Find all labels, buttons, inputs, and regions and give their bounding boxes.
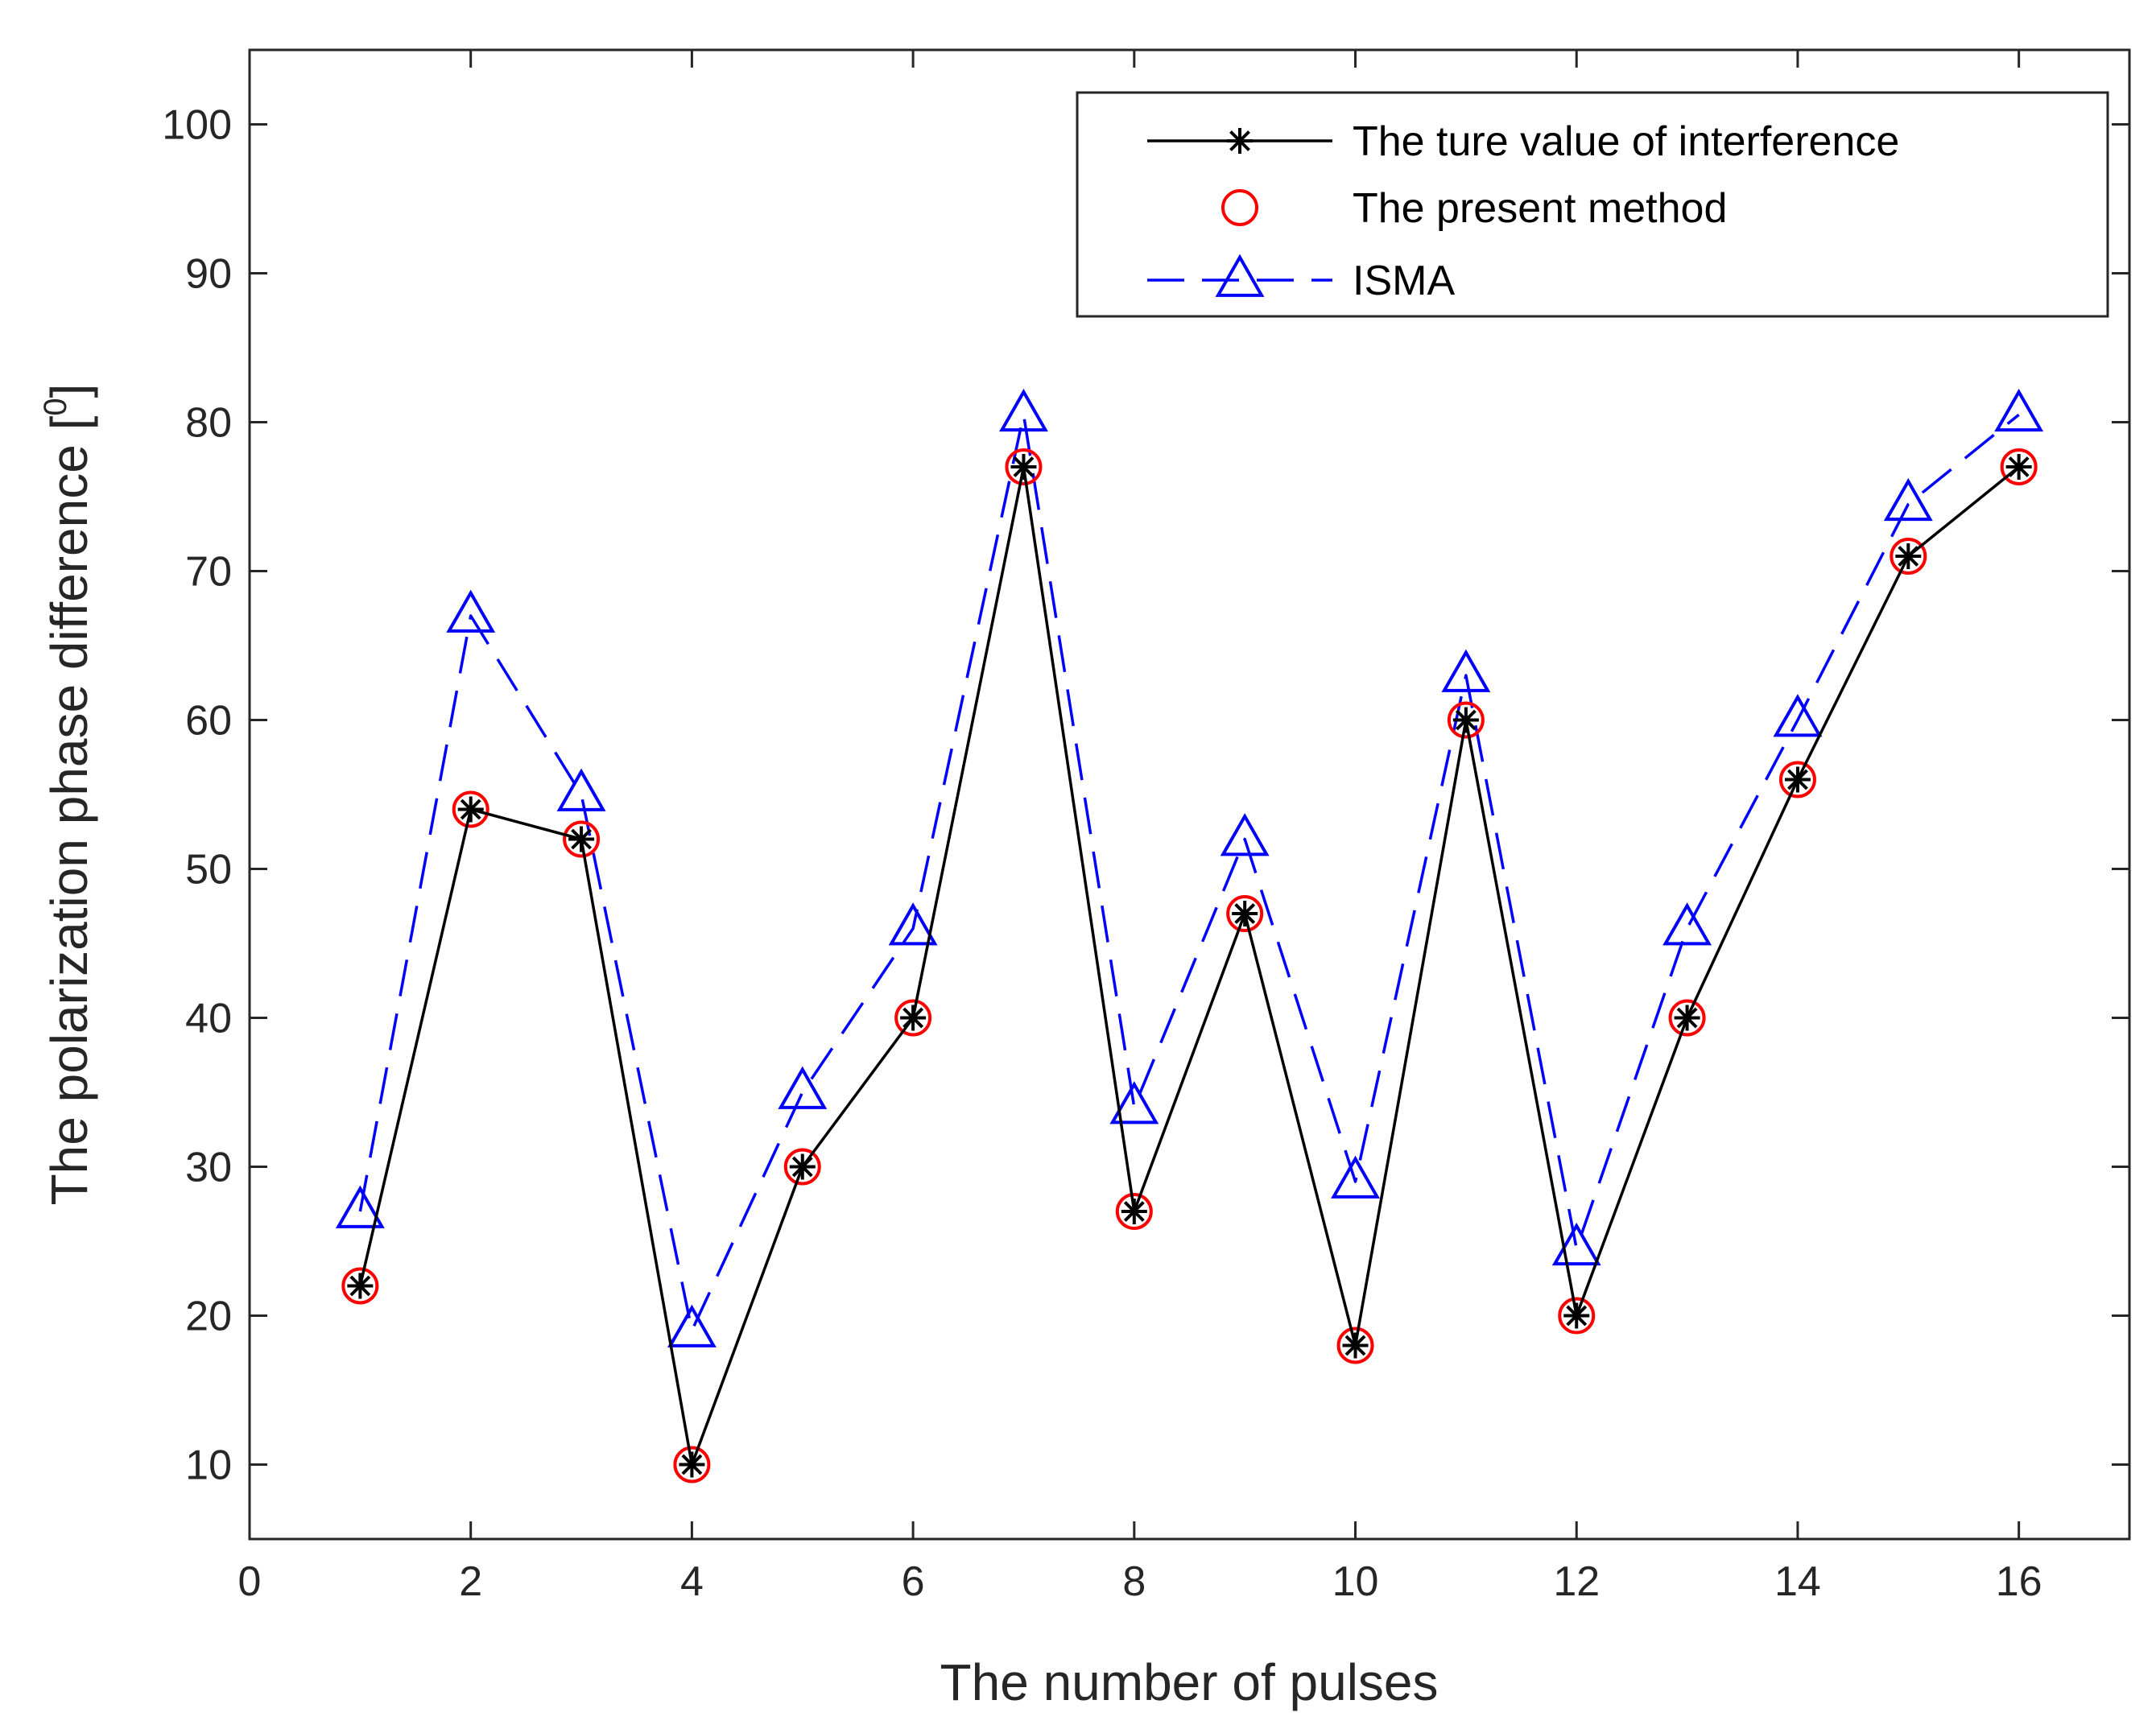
data-point-circle [341,1267,379,1305]
data-point-triangle [778,1066,828,1109]
legend-entry: The present method [1221,185,1727,232]
axes-layer: 0 2 4 6 8 10 12 14 16 10 20 30 40 50 60 70 80 90 100 [162,50,2129,1605]
x-tick-label: 14 [1774,1558,1821,1605]
data-point-triangle [1551,1222,1601,1266]
data-point-triangle [1441,649,1491,692]
y-tick-label: 100 [162,102,232,149]
data-point-asterisk [679,1451,705,1478]
x-tick-label: 2 [459,1558,482,1605]
data-point-asterisk [1452,707,1479,733]
data-point-triangle [667,1304,717,1347]
data-point-circle [563,820,601,858]
legend: The ture value of interference The presen… [1076,91,2109,318]
data-point-asterisk [1010,454,1037,480]
data-point-asterisk [789,1153,816,1180]
data-point-circle [783,1148,821,1186]
data-point-asterisk [1563,1302,1590,1329]
y-tick-label: 40 [185,996,232,1042]
data-point-circle [1668,999,1706,1037]
data-point-circle [1778,761,1816,798]
legend-label: ISMA [1353,258,1455,304]
data-point-triangle [1773,694,1823,737]
data-point-asterisk [1232,901,1258,926]
legend-marker-circle [1221,189,1258,226]
data-point-triangle [1883,477,1933,522]
data-point-asterisk [1784,766,1811,793]
y-tick-label: 20 [185,1294,232,1340]
data-point-asterisk [900,1005,927,1031]
data-point-asterisk [1895,543,1922,569]
data-point-triangle [1220,813,1270,856]
data-point-asterisk [2005,454,2032,480]
y-axis-label-main: The polarization phase difference [ [40,415,98,1205]
legend-entry: The ture value of interference [1147,118,1899,165]
data-point-circle [1005,448,1043,485]
y-tick-label: 90 [185,251,232,298]
y-axis-label-end: ] [40,384,98,398]
legend-label: The ture value of interference [1353,118,1899,165]
x-tick-label: 16 [1996,1558,2042,1605]
x-tick-label: 4 [680,1558,704,1605]
y-axis-label-superscript: 0 [38,398,73,415]
legend-label: The present method [1353,185,1727,232]
data-point-circle [1115,1193,1153,1230]
plot-area-frame [248,48,2131,1541]
data-point-circle [1890,538,1927,575]
y-tick-label: 80 [185,400,232,447]
series-circle [341,448,2038,1483]
x-tick-label: 12 [1553,1558,1600,1605]
data-point-asterisk [1674,1005,1700,1031]
data-point-triangle [999,388,1048,432]
data-point-circle [1336,1327,1374,1364]
x-tick-label: 8 [1122,1558,1146,1605]
y-tick-label: 10 [185,1442,232,1489]
data-point-triangle [1331,1155,1380,1199]
y-axis-label: The polarization phase difference [0] [38,384,98,1206]
data-point-triangle [335,1185,385,1228]
series-layer [335,388,2044,1483]
y-tick-label: 60 [185,698,232,745]
data-point-triangle [1662,902,1712,946]
legend-marker-asterisk [1227,128,1253,154]
series-line-asterisk [358,465,2020,1467]
data-point-circle [673,1446,711,1483]
x-tick-label: 0 [238,1558,262,1605]
series-asterisk [347,454,2032,1478]
data-point-triangle [888,902,938,946]
data-point-circle [2000,448,2038,485]
legend-marker-triangle [1215,254,1265,297]
x-tick-label: 6 [902,1558,925,1605]
data-point-asterisk [1121,1199,1147,1224]
data-point-asterisk [1342,1332,1369,1359]
y-tick-label: 50 [185,847,232,893]
data-point-triangle [1109,1081,1159,1124]
x-axis-label: The number of pulses [940,1653,1439,1711]
data-point-triangle [1994,388,2044,432]
data-point-circle [1558,1297,1596,1335]
y-tick-label: 30 [185,1145,232,1191]
y-tick-label: 70 [185,549,232,596]
data-point-asterisk [347,1273,374,1299]
x-tick-label: 10 [1332,1558,1379,1605]
data-point-circle [1447,701,1485,739]
data-point-triangle [446,589,496,633]
data-point-asterisk [568,826,595,852]
series-line-triangle [358,413,2020,1332]
data-point-triangle [556,768,606,811]
data-point-circle [452,790,489,828]
legend-entries: The ture value of interference The presen… [1147,118,1899,304]
legend-box [1076,91,2109,318]
data-point-circle [1226,895,1264,932]
data-point-asterisk [457,796,484,823]
legend-entry: ISMA [1147,254,1455,304]
series-triangle [335,388,2044,1347]
data-point-circle [894,999,932,1037]
